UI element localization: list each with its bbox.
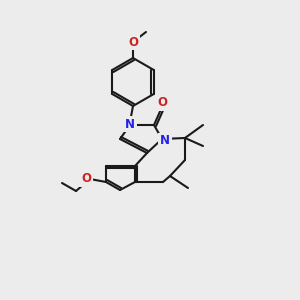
Text: O: O [81,172,91,185]
Text: O: O [128,35,138,49]
Text: N: N [125,118,135,130]
Text: O: O [157,97,167,110]
Text: N: N [160,134,170,148]
